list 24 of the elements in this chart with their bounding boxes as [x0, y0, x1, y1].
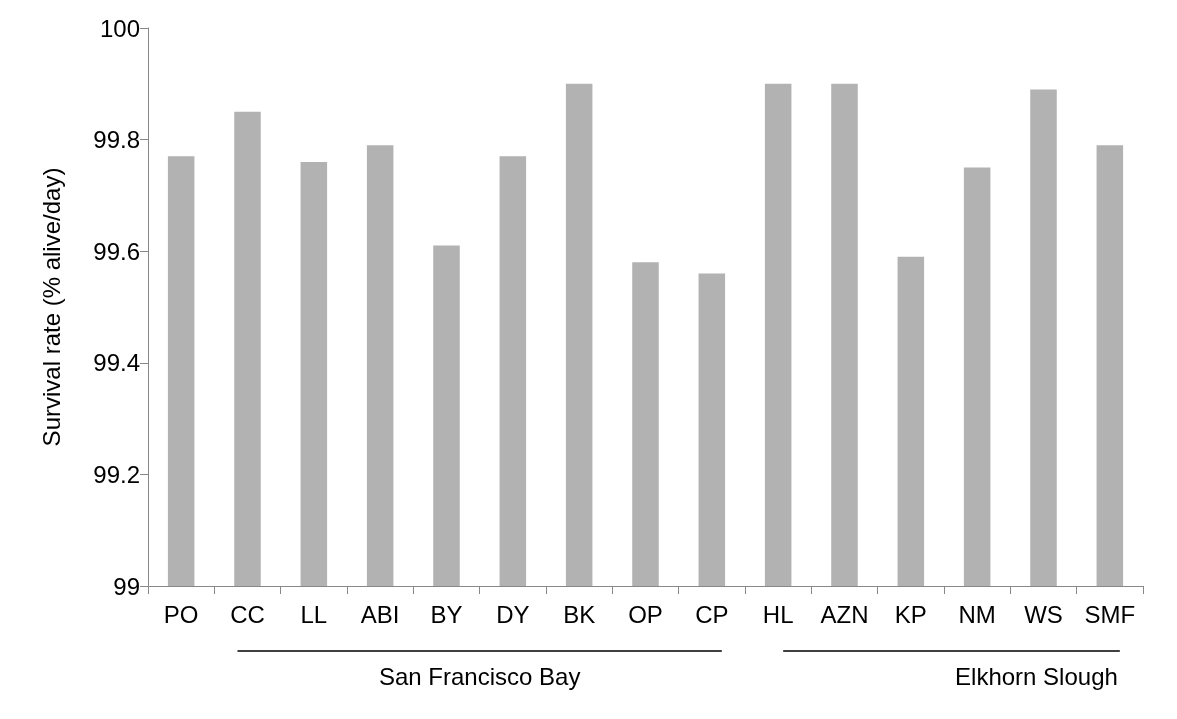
y-tick-label: 99.8 — [93, 126, 140, 154]
x-tick-label: ABI — [360, 600, 400, 628]
y-tick-label: 100 — [99, 14, 140, 42]
x-tick-label: LL — [300, 600, 328, 628]
x-tick-label: CC — [230, 600, 265, 628]
x-tick-label: DY — [496, 600, 530, 628]
text: San Francisco Bay — [378, 662, 581, 690]
y-tick-label: 99.6 — [93, 237, 140, 265]
y-axis-title: Survival rate (% alive/day) — [37, 167, 65, 447]
x-tick-label: KP — [894, 600, 927, 628]
x-tick-label: NM — [958, 600, 996, 628]
x-tick-label: CP — [695, 600, 729, 628]
y-tick-label: 99.4 — [93, 349, 140, 377]
x-tick-label: BK — [563, 600, 596, 628]
text: Elkhorn Slough — [955, 662, 1118, 690]
x-tick-label: WS — [1024, 600, 1063, 628]
x-tick-label: HL — [762, 600, 794, 628]
y-tick-label: 99.2 — [93, 460, 140, 488]
x-tick-label: AZN — [820, 600, 869, 628]
x-tick-label: PO — [163, 600, 199, 628]
x-tick-label: BY — [430, 600, 463, 628]
x-tick-label: OP — [628, 600, 663, 628]
x-tick-label: SMF — [1084, 600, 1136, 628]
y-tick-label: 99 — [113, 572, 140, 600]
